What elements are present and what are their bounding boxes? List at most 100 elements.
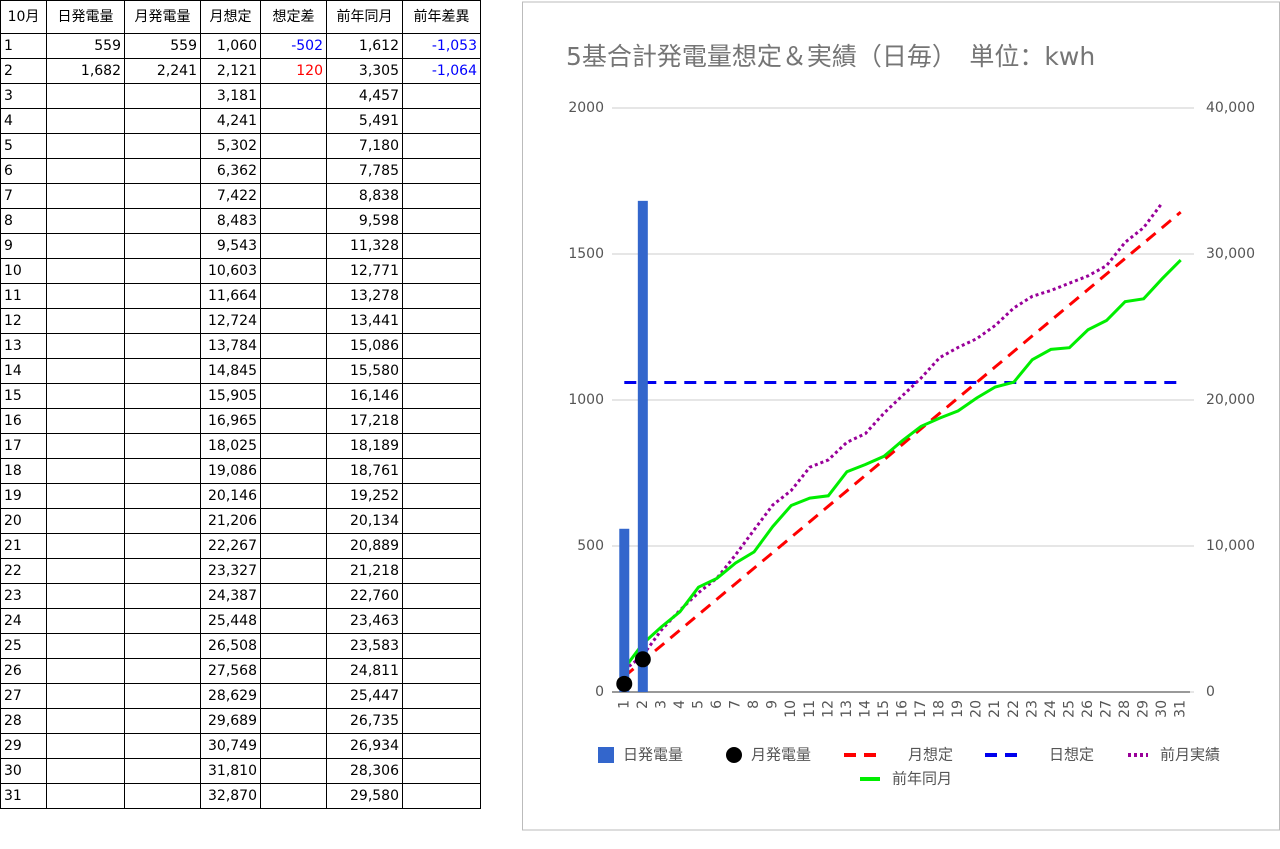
- table-cell: [124, 133, 201, 159]
- table-cell: 24: [0, 608, 47, 634]
- table-row: 5 5,302 7,180: [0, 133, 481, 159]
- table-cell: [46, 533, 125, 559]
- table-cell: [260, 458, 327, 484]
- table-cell: [260, 158, 327, 184]
- x-tick-label: 4: [672, 700, 688, 709]
- table-cell: 23: [0, 583, 47, 609]
- table-cell: [124, 83, 201, 109]
- table-cell: 559: [46, 33, 125, 59]
- x-tick-label: 2: [635, 700, 651, 709]
- chart: 5基合計発電量想定＆実績（日毎） 単位：kwh 0 500 1000 1500 2000…: [522, 1, 1280, 831]
- table-cell: [260, 83, 327, 109]
- table-cell: 18,189: [326, 433, 403, 459]
- table-row: 20 21,206 20,134: [0, 508, 481, 534]
- table-cell: [402, 583, 481, 609]
- table-cell: [402, 83, 481, 109]
- x-tick-label: 22: [1006, 700, 1022, 718]
- table-cell: [46, 258, 125, 284]
- table-cell: 26,934: [326, 733, 403, 759]
- table-cell: 1,612: [326, 33, 403, 59]
- table-row: 9 9,543 11,328: [0, 233, 481, 259]
- table-cell: 13,278: [326, 283, 403, 309]
- table-row: 7 7,422 8,838: [0, 183, 481, 209]
- table-cell: 11: [0, 283, 47, 309]
- table-cell: 2,121: [200, 58, 261, 84]
- y2-tick-label: 40,000: [1206, 100, 1255, 116]
- table-cell: [260, 308, 327, 334]
- table-cell: 19,252: [326, 483, 403, 509]
- table-cell: 18: [0, 458, 47, 484]
- x-tick-label: 16: [895, 700, 911, 718]
- table-cell: [124, 358, 201, 384]
- table-cell: [260, 408, 327, 434]
- table-cell: [260, 383, 327, 409]
- table-cell: [124, 308, 201, 334]
- table-cell: [260, 333, 327, 359]
- x-tick-label: 31: [1173, 700, 1189, 718]
- table-cell: [124, 758, 201, 784]
- table-cell: [402, 108, 481, 134]
- x-tick-label: 7: [728, 700, 744, 709]
- table-row: 6 6,362 7,785: [0, 158, 481, 184]
- table-row: 19 20,146 19,252: [0, 483, 481, 509]
- table-cell: [124, 233, 201, 259]
- table-cell: 12,771: [326, 258, 403, 284]
- table-cell: [124, 108, 201, 134]
- table-cell: [124, 458, 201, 484]
- y-tick-label: 1500: [568, 246, 604, 262]
- table-cell: 4,457: [326, 83, 403, 109]
- table-cell: [46, 458, 125, 484]
- table-cell: [46, 733, 125, 759]
- table-row: 30 31,810 28,306: [0, 758, 481, 784]
- y-tick-label: 2000: [568, 100, 604, 116]
- table-cell: [260, 283, 327, 309]
- table-row: 31 32,870 29,580: [0, 783, 481, 809]
- table-cell: 18,761: [326, 458, 403, 484]
- table-cell: 25,448: [200, 608, 261, 634]
- x-tick-label: 17: [913, 700, 929, 718]
- table-cell: [402, 158, 481, 184]
- table-cell: [46, 408, 125, 434]
- table-row: 8 8,483 9,598: [0, 208, 481, 234]
- table-cell: [124, 283, 201, 309]
- table-cell: 21,206: [200, 508, 261, 534]
- table-cell: 15,905: [200, 383, 261, 409]
- header-cell: 想定差: [260, 0, 327, 34]
- table-cell: [402, 633, 481, 659]
- table-cell: [46, 633, 125, 659]
- table-cell: -1,064: [402, 58, 481, 84]
- table-cell: 21,218: [326, 558, 403, 584]
- table-cell: 20,146: [200, 483, 261, 509]
- table-cell: 1: [0, 33, 47, 59]
- table-cell: 559: [124, 33, 201, 59]
- x-tick-label: 23: [1024, 700, 1040, 718]
- point: [616, 675, 633, 692]
- legend-label: 日想定: [1049, 746, 1094, 764]
- table-cell: [402, 608, 481, 634]
- table-row: 4 4,241 5,491: [0, 108, 481, 134]
- x-tick-label: 9: [765, 700, 781, 709]
- table-cell: [260, 483, 327, 509]
- legend-label: 月発電量: [751, 746, 811, 764]
- table-cell: [260, 758, 327, 784]
- table-cell: 16,146: [326, 383, 403, 409]
- table-cell: 13,441: [326, 308, 403, 334]
- table-cell: [402, 183, 481, 209]
- header-cell: 日発電量: [46, 0, 125, 34]
- table-cell: 10,603: [200, 258, 261, 284]
- table-cell: 7,180: [326, 133, 403, 159]
- table-cell: 5: [0, 133, 47, 159]
- table-cell: 21: [0, 533, 47, 559]
- table-row: 1 559 559 1,060 -502 1,612 -1,053: [0, 33, 481, 59]
- table-cell: [46, 108, 125, 134]
- table-cell: [402, 233, 481, 259]
- table-cell: [46, 483, 125, 509]
- x-tick-label: 21: [987, 700, 1003, 718]
- table-cell: [402, 458, 481, 484]
- table-cell: [46, 358, 125, 384]
- table-row: 22 23,327 21,218: [0, 558, 481, 584]
- table-cell: [260, 583, 327, 609]
- table-cell: 23,583: [326, 633, 403, 659]
- table-cell: [46, 183, 125, 209]
- table-cell: -502: [260, 33, 327, 59]
